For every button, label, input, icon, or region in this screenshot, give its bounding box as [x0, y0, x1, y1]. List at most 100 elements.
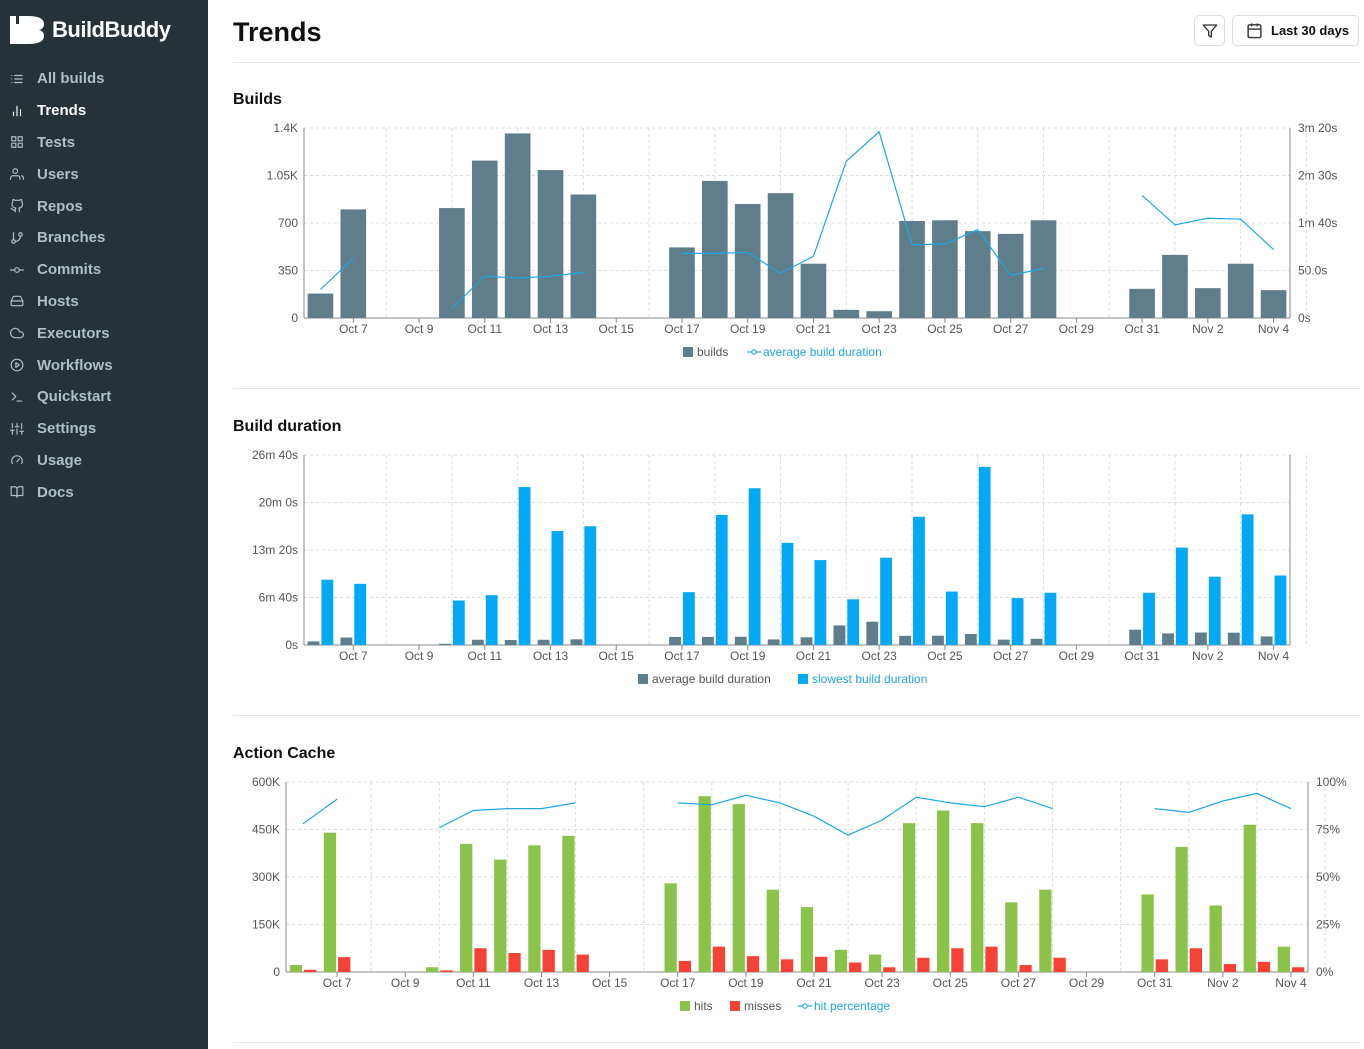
y-tick-label: 26m 40s [252, 448, 298, 462]
page-title: Trends [233, 17, 322, 47]
sidebar-item-executors[interactable]: Executors [0, 317, 208, 349]
average-duration-bar [1195, 632, 1207, 645]
average-duration-bar [307, 641, 320, 645]
sidebar-item-all-builds[interactable]: All builds [0, 63, 208, 95]
sidebar-item-commits[interactable]: Commits [0, 254, 208, 286]
x-tick-label: Oct 27 [993, 322, 1029, 336]
sidebar-item-workflows[interactable]: Workflows [0, 349, 208, 381]
hits-bar [1175, 846, 1188, 972]
sidebar-item-label: Quickstart [37, 388, 112, 406]
y2-tick-label: 100% [1316, 775, 1347, 789]
sidebar-item-label: Docs [37, 483, 74, 501]
hits-bar [902, 823, 916, 972]
y-tick-label: 0s [285, 638, 298, 652]
sidebar-item-quickstart[interactable]: Quickstart [0, 381, 208, 413]
misses-bar [440, 970, 453, 972]
play-circle-icon [10, 358, 24, 372]
date-range-button[interactable]: Last 30 days [1232, 15, 1359, 46]
misses-bar [1257, 961, 1271, 972]
builds-bar [932, 220, 958, 318]
sidebar-item-label: Workflows [37, 356, 113, 374]
misses-bar [780, 959, 794, 972]
git-branch-icon [10, 231, 24, 245]
builds-bar [307, 293, 334, 318]
y-tick-label: 6m 40s [259, 591, 298, 605]
section-divider [233, 388, 1360, 389]
sidebar-item-tests[interactable]: Tests [0, 127, 208, 159]
y-tick-label: 450K [252, 823, 280, 837]
hit-percentage-legend-marker [802, 1003, 808, 1009]
x-tick-label: Oct 29 [1069, 976, 1105, 990]
users-icon [10, 167, 24, 181]
slowest-duration-bar [781, 542, 794, 645]
misses-legend-label: misses [744, 999, 781, 1013]
hits-bar [562, 835, 575, 972]
builds-legend-label: builds [697, 345, 728, 359]
y2-tick-label: 0% [1316, 965, 1334, 979]
y2-tick-label: 0s [1298, 311, 1311, 325]
y-tick-label: 1.05K [267, 169, 298, 183]
x-tick-label: Oct 7 [323, 976, 352, 990]
builds-bar [734, 204, 761, 318]
hits-bar [323, 832, 337, 972]
sidebar-item-users[interactable]: Users [0, 158, 208, 190]
average-duration-bar [767, 639, 780, 645]
average-build-duration-legend-swatch [638, 674, 648, 684]
sidebar-item-label: Users [37, 165, 79, 183]
series-line [1141, 195, 1274, 251]
average-duration-bar [932, 635, 944, 645]
builds-bar [899, 220, 925, 318]
hits-bar [289, 965, 303, 972]
average-duration-bar [866, 621, 879, 645]
slowest-build-duration-legend-swatch [798, 674, 808, 684]
x-tick-label: Oct 11 [468, 649, 503, 663]
x-tick-label: Nov 2 [1192, 322, 1224, 336]
misses-bar [746, 956, 760, 972]
hits-bar [528, 845, 541, 972]
sidebar-item-label: Commits [37, 261, 102, 279]
hits-bar [494, 859, 507, 972]
x-tick-label: Oct 17 [664, 322, 700, 336]
series-line [681, 130, 1044, 276]
hits-legend-swatch [680, 1001, 690, 1011]
y-tick-label: 0 [291, 311, 298, 325]
x-tick-label: Nov 2 [1192, 649, 1224, 663]
average-duration-bar [899, 635, 912, 645]
sidebar-item-label: Repos [37, 197, 83, 215]
y2-tick-label: 3m 20s [1298, 121, 1337, 135]
x-tick-label: Oct 29 [1059, 649, 1095, 663]
builds-bar [833, 309, 860, 318]
slowest-duration-bar [814, 560, 827, 645]
buildbuddy-logo[interactable]: BuildBuddy [10, 15, 171, 45]
x-tick-label: Oct 27 [993, 649, 1029, 663]
slowest-duration-bar [748, 488, 761, 645]
misses-bar [1189, 948, 1203, 972]
slowest-duration-bar [1011, 598, 1024, 645]
sidebar-item-hosts[interactable]: Hosts [0, 286, 208, 318]
builds-bar [866, 311, 892, 318]
misses-bar [917, 957, 930, 972]
y-tick-label: 0 [273, 965, 280, 979]
x-tick-label: Oct 31 [1124, 322, 1160, 336]
sidebar-item-repos[interactable]: Repos [0, 190, 208, 222]
x-tick-label: Oct 9 [391, 976, 420, 990]
sidebar-item-trends[interactable]: Trends [0, 95, 208, 127]
builds-bar [964, 231, 991, 318]
slowest-duration-bar [485, 595, 498, 645]
average-duration-bar [570, 639, 583, 645]
sidebar-item-settings[interactable]: Settings [0, 413, 208, 445]
sidebar-item-branches[interactable]: Branches [0, 222, 208, 254]
sidebar-item-docs[interactable]: Docs [0, 476, 208, 508]
hits-bar [1243, 824, 1256, 972]
filter-button[interactable] [1194, 15, 1225, 46]
builds-bar [439, 208, 465, 318]
y-tick-label: 150K [252, 918, 280, 932]
sidebar-item-usage[interactable]: Usage [0, 445, 208, 477]
sidebar-item-label: Trends [37, 102, 87, 120]
slowest-duration-bar [452, 600, 465, 645]
average-build-duration-legend-marker [751, 349, 757, 355]
hits-bar [426, 967, 439, 972]
terminal-icon [10, 390, 24, 404]
misses-bar [304, 969, 317, 972]
hits-bar [868, 954, 882, 972]
